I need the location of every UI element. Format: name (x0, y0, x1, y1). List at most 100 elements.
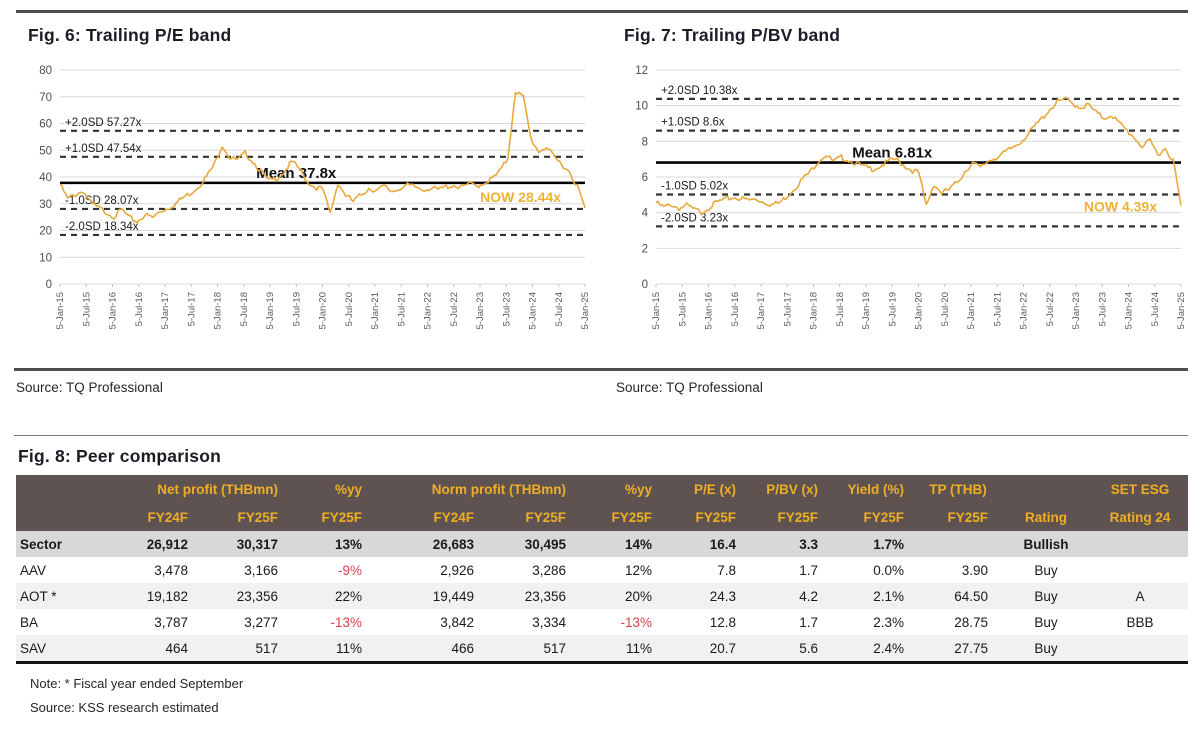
series-line (59, 91, 586, 224)
table-cell: 466 (451, 640, 475, 656)
peer-comparison-table: Net profit (THBmn) %yy Norm profit (THBmn)… (16, 475, 1189, 664)
column-header: FY25F (578, 503, 665, 531)
table-cell: 22% (334, 588, 363, 604)
table-cell: 3,787 (154, 614, 188, 630)
x-axis-tick-label: 5-Jul-23 (1097, 292, 1108, 326)
x-axis-tick-label: 5-Jan-23 (475, 292, 486, 330)
fig8-title: Fig. 8: Peer comparison (18, 446, 221, 466)
now-label: NOW 28.44x (480, 189, 561, 205)
x-axis-tick-label: 5-Jan-24 (528, 292, 539, 330)
table-cell: 24.3 (709, 588, 737, 604)
table-cell: 23,356 (236, 588, 279, 604)
peer-table-header: Net profit (THBmn) %yy Norm profit (THBmn)… (16, 475, 1189, 531)
table-cell: 2.1% (873, 588, 905, 604)
y-axis-tick-label: 60 (39, 119, 52, 131)
column-header: FY25F (664, 503, 749, 531)
y-axis-tick-label: 30 (39, 199, 52, 211)
table-cell: A (1135, 588, 1145, 604)
x-axis-tick-label: 5-Jul-15 (677, 292, 688, 326)
x-axis-tick-label: 5-Jul-19 (291, 292, 302, 326)
table-row: Sector 26,912 30,317 13% 26,683 30,495 14% 16.4… (16, 531, 1189, 557)
table-cell: 1.7 (799, 614, 819, 630)
table-cell: 1.7% (873, 536, 905, 552)
x-axis-tick-label: 5-Jan-21 (370, 292, 381, 330)
x-axis-tick-label: 5-Jul-24 (554, 292, 565, 326)
table-row: BA 3,787 3,277 -13% 3,842 3,334 -13% 12.8 1.7 2.3… (16, 609, 1189, 635)
y-axis-tick-label: 50 (39, 145, 52, 157)
table-cell: 3.3 (799, 536, 819, 552)
x-axis-tick-label: 5-Jan-20 (914, 292, 925, 330)
table-row: AOT * 19,182 23,356 22% 19,449 23,356 20% 24.3 4… (16, 583, 1189, 609)
y-axis-tick-label: 70 (39, 92, 52, 104)
table-cell: 464 (165, 640, 188, 656)
table-cell: 517 (255, 640, 279, 656)
column-header: Rating (1000, 503, 1093, 531)
column-group-header: P/E (x) (664, 475, 749, 503)
table-cell: Buy (1034, 562, 1058, 578)
x-axis-tick-label: 5-Jan-21 (966, 292, 977, 330)
table-cell: 4.2 (799, 588, 819, 604)
x-axis-tick-label: 5-Jul-20 (344, 292, 355, 326)
x-axis-tick-label: 5-Jul-22 (1045, 292, 1056, 326)
table-cell: 26,912 (146, 536, 188, 552)
table-cell: 14% (625, 536, 653, 552)
y-axis-tick-label: 80 (39, 65, 52, 77)
table-cell: -13% (620, 614, 653, 630)
column-group-header: SET ESG (1092, 475, 1189, 503)
table-cell: 20% (625, 588, 653, 604)
pe-band-chart: 0 10 20 30 40 50 60 70 80 5-Jan-15 5-Jul-15 5-Jan-1… (39, 65, 591, 330)
fig7-source: Source: TQ Professional (616, 380, 763, 395)
y-axis-tick-label: 10 (635, 101, 648, 113)
pe-band-panel: Fig. 6: Trailing P/E band 0 10 20 30 40 50 60 7… (14, 13, 592, 364)
column-header: FY25F (290, 503, 375, 531)
x-axis-tick-label: 5-Jan-16 (108, 292, 119, 330)
column-header: FY25F (486, 503, 579, 531)
column-header: Rating 24 (1092, 503, 1189, 531)
x-axis-tick-label: 5-Jan-15 (55, 292, 66, 330)
column-header: FY24F (374, 503, 487, 531)
column-header: FY24F (110, 503, 200, 531)
table-cell: 28.75 (954, 614, 989, 630)
x-axis-tick-label: 5-Jul-16 (730, 292, 741, 326)
table-cell: -9% (338, 562, 363, 578)
table-cell: 20.7 (709, 640, 737, 656)
x-axis-tick-label: 5-Jul-22 (449, 292, 460, 326)
x-axis-tick-label: 5-Jan-25 (1176, 292, 1187, 330)
sd-band-label: +2.0SD 10.38x (661, 85, 738, 97)
x-axis-tick-label: 5-Jul-17 (782, 292, 793, 326)
charts-row: Fig. 6: Trailing P/E band 0 10 20 30 40 50 60 7… (0, 13, 1200, 364)
y-axis-tick-label: 4 (642, 208, 649, 220)
table-cell: 12.8 (709, 614, 737, 630)
y-axis-tick-label: 8 (642, 136, 648, 148)
x-axis-tick-label: 5-Jul-18 (239, 292, 250, 326)
table-cell: 7.8 (717, 562, 737, 578)
company-name-cell: BA (20, 614, 39, 630)
table-cell: BBB (1126, 614, 1154, 630)
column-group-header: TP (THB) (916, 475, 1001, 503)
x-axis-tick-label: 5-Jan-18 (809, 292, 820, 330)
table-cell: Bullish (1023, 536, 1069, 552)
table-cell (1092, 557, 1188, 583)
table-cell: 23,356 (524, 588, 567, 604)
x-axis-tick-label: 5-Jul-20 (940, 292, 951, 326)
sd-band-label: -1.0SD 28.07x (65, 195, 139, 207)
mean-label: Mean 37.8x (256, 165, 337, 182)
table-note: Note: * Fiscal year ended September (30, 676, 244, 691)
x-axis-tick-label: 5-Jan-19 (861, 292, 872, 330)
table-cell (1092, 635, 1188, 663)
table-cell: Buy (1034, 588, 1058, 604)
table-cell: 11% (626, 640, 653, 656)
x-axis-tick-label: 5-Jul-24 (1150, 292, 1161, 326)
x-axis-tick-label: 5-Jan-22 (423, 292, 434, 330)
table-cell: 517 (543, 640, 567, 656)
x-axis-tick-label: 5-Jan-17 (160, 292, 171, 330)
now-label: NOW 4.39x (1084, 199, 1157, 215)
column-group-header (16, 475, 110, 503)
fig6-title: Fig. 6: Trailing P/E band (28, 25, 232, 45)
column-header (16, 503, 110, 531)
table-cell: 19,449 (432, 588, 475, 604)
column-group-header: Net profit (THBmn) (110, 475, 291, 503)
y-axis-tick-label: 0 (642, 279, 648, 291)
table-cell: 11% (335, 640, 363, 656)
sd-band-label: +2.0SD 57.27x (65, 117, 142, 129)
